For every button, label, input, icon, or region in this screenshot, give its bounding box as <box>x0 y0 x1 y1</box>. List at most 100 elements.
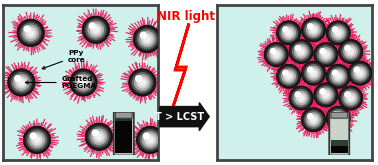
Circle shape <box>320 89 325 94</box>
Circle shape <box>87 125 110 148</box>
Circle shape <box>354 67 359 72</box>
Circle shape <box>332 111 345 125</box>
Circle shape <box>139 31 155 47</box>
Circle shape <box>8 69 34 96</box>
Circle shape <box>137 77 148 88</box>
Circle shape <box>348 96 353 100</box>
Text: Grafted
POEGMA: Grafted POEGMA <box>25 76 97 89</box>
Circle shape <box>88 22 104 37</box>
Circle shape <box>341 88 361 108</box>
Circle shape <box>334 28 343 37</box>
Circle shape <box>83 17 109 43</box>
Circle shape <box>342 89 359 107</box>
Circle shape <box>28 30 34 36</box>
Circle shape <box>286 30 291 35</box>
FancyArrow shape <box>160 103 209 131</box>
Circle shape <box>328 108 349 128</box>
Circle shape <box>321 90 330 99</box>
Circle shape <box>339 86 362 110</box>
Circle shape <box>89 23 95 29</box>
Circle shape <box>358 71 363 76</box>
Circle shape <box>32 135 42 145</box>
Circle shape <box>30 133 36 139</box>
Circle shape <box>277 21 300 45</box>
Bar <box>115 118 132 121</box>
Circle shape <box>303 20 324 40</box>
Circle shape <box>319 88 333 102</box>
Circle shape <box>302 108 325 131</box>
Circle shape <box>27 130 46 150</box>
Circle shape <box>295 45 301 50</box>
Circle shape <box>29 132 45 148</box>
Circle shape <box>349 62 372 85</box>
Circle shape <box>277 65 300 88</box>
Circle shape <box>307 23 320 36</box>
Circle shape <box>139 80 145 85</box>
Circle shape <box>23 25 38 41</box>
Circle shape <box>21 23 40 43</box>
Circle shape <box>17 20 44 46</box>
Circle shape <box>265 43 288 66</box>
Circle shape <box>86 124 112 150</box>
Bar <box>331 140 348 146</box>
Circle shape <box>296 47 306 56</box>
Circle shape <box>352 65 369 82</box>
Circle shape <box>327 21 350 45</box>
Circle shape <box>137 127 163 153</box>
Circle shape <box>14 75 29 90</box>
Circle shape <box>17 20 44 46</box>
Circle shape <box>311 71 316 76</box>
Circle shape <box>293 89 310 107</box>
Circle shape <box>283 27 288 32</box>
Circle shape <box>91 129 107 144</box>
Circle shape <box>307 66 320 80</box>
Circle shape <box>290 40 313 63</box>
Circle shape <box>336 74 341 79</box>
Circle shape <box>291 88 311 108</box>
Circle shape <box>323 92 328 98</box>
Circle shape <box>308 24 313 29</box>
Circle shape <box>283 70 288 75</box>
Circle shape <box>74 73 93 92</box>
Circle shape <box>266 44 287 65</box>
Circle shape <box>328 66 349 86</box>
Circle shape <box>277 21 300 45</box>
Circle shape <box>317 46 335 63</box>
Circle shape <box>296 93 306 103</box>
Circle shape <box>317 86 335 103</box>
Circle shape <box>290 86 313 110</box>
Circle shape <box>305 65 322 82</box>
Circle shape <box>72 71 95 94</box>
Bar <box>115 118 132 153</box>
Circle shape <box>316 85 336 105</box>
Circle shape <box>144 36 150 42</box>
Circle shape <box>144 133 149 139</box>
Circle shape <box>274 52 279 57</box>
Circle shape <box>302 108 325 131</box>
Circle shape <box>93 27 99 33</box>
Circle shape <box>279 66 299 86</box>
Circle shape <box>330 24 347 41</box>
Circle shape <box>135 75 150 90</box>
Circle shape <box>314 43 338 66</box>
Circle shape <box>309 25 318 34</box>
Circle shape <box>302 62 325 85</box>
Circle shape <box>303 63 324 83</box>
Text: PPy
core: PPy core <box>42 50 85 69</box>
Circle shape <box>333 27 338 32</box>
Circle shape <box>355 68 365 78</box>
Circle shape <box>328 23 349 43</box>
Circle shape <box>134 26 160 52</box>
Circle shape <box>291 41 311 62</box>
Circle shape <box>339 40 362 63</box>
Circle shape <box>135 27 159 51</box>
Circle shape <box>8 69 34 96</box>
Circle shape <box>270 48 283 61</box>
Circle shape <box>339 86 362 110</box>
Circle shape <box>327 21 350 45</box>
Circle shape <box>294 91 308 105</box>
Circle shape <box>319 48 333 61</box>
Circle shape <box>265 43 288 66</box>
Circle shape <box>70 69 97 96</box>
Circle shape <box>330 110 347 127</box>
